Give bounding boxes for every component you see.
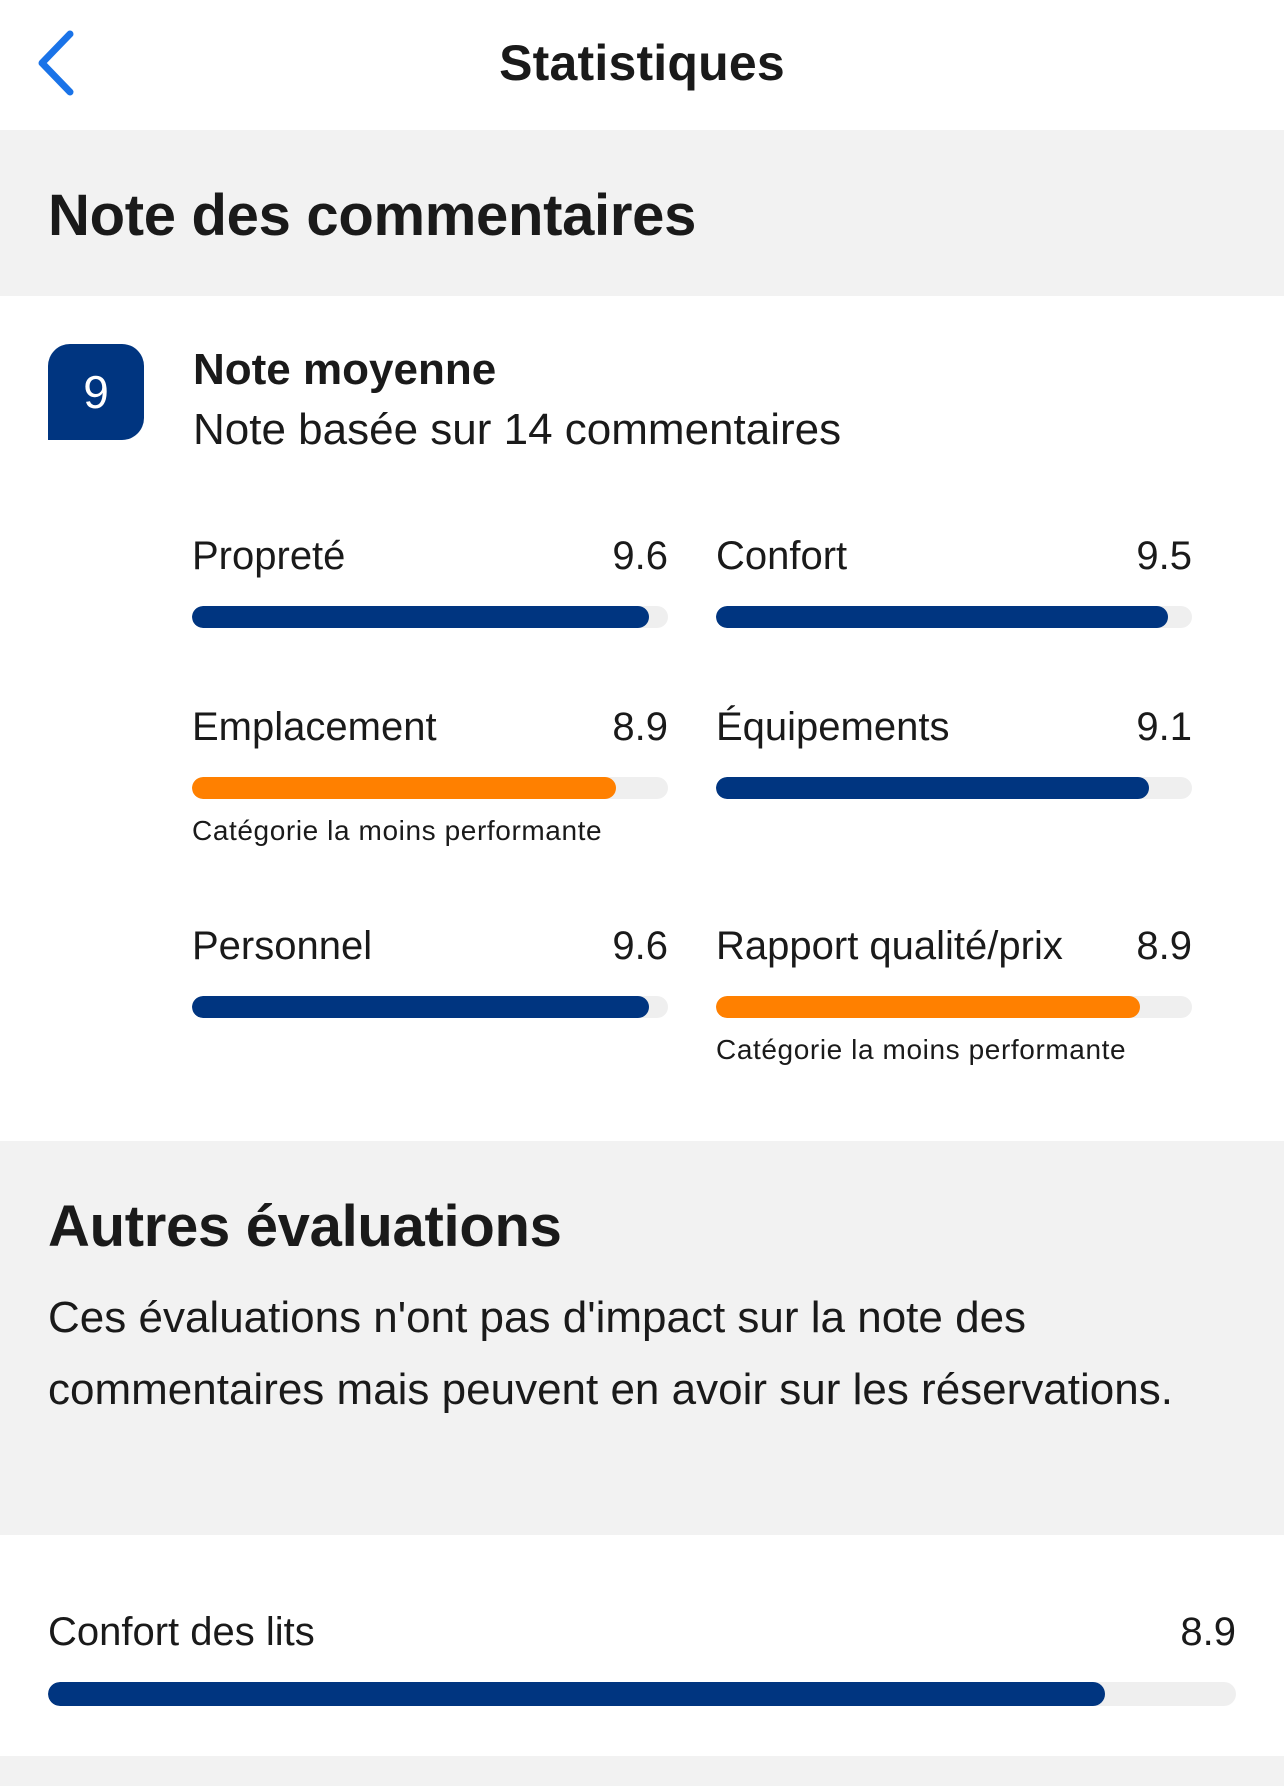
- category-score: 8.9: [612, 705, 668, 749]
- score-bar: [716, 777, 1192, 799]
- other-section-header: Autres évaluations: [0, 1141, 1284, 1535]
- score-bar-fill: [192, 606, 649, 628]
- category-confort: Confort 9.5: [716, 534, 1192, 654]
- category-personnel: Personnel 9.6: [192, 924, 668, 1044]
- category-label: Rapport qualité/prix: [716, 924, 1063, 968]
- score-bar: [48, 1682, 1236, 1706]
- category-score: 9.1: [1136, 705, 1192, 749]
- category-rapport-qualite-prix: Rapport qualité/prix 8.9 Catégorie la mo…: [716, 924, 1192, 1065]
- category-equipements: Équipements 9.1: [716, 705, 1192, 825]
- score-bar-fill: [716, 777, 1150, 799]
- review-section-header: Note des commentaires: [0, 130, 1284, 296]
- score-bar-fill: [716, 606, 1169, 628]
- score-bar: [192, 606, 668, 628]
- score-bar: [716, 996, 1192, 1018]
- category-proprete: Propreté 9.6: [192, 534, 668, 654]
- score-bar-fill: [192, 777, 616, 799]
- back-button[interactable]: [30, 26, 90, 100]
- average-title: Note moyenne: [193, 345, 497, 394]
- chevron-left-icon: [38, 30, 74, 96]
- rating-label: Confort des lits: [48, 1610, 315, 1654]
- category-score: 9.6: [612, 924, 668, 968]
- average-subtitle: Note basée sur 14 commentaires: [193, 405, 842, 454]
- review-section-title: Note des commentaires: [48, 183, 697, 248]
- rating-confort-des-lits: Confort des lits 8.9: [48, 1610, 1236, 1720]
- navigation-bar: Statistiques: [0, 0, 1284, 130]
- lowest-category-note: Catégorie la moins performante: [716, 1034, 1127, 1065]
- category-label: Emplacement: [192, 705, 437, 749]
- bottom-section-edge: [0, 1756, 1284, 1786]
- rating-score: 8.9: [1180, 1610, 1236, 1654]
- category-score: 9.6: [612, 534, 668, 578]
- page-title: Statistiques: [499, 35, 785, 91]
- category-label: Confort: [716, 534, 848, 578]
- other-section-title: Autres évaluations: [48, 1194, 562, 1259]
- score-bar: [192, 777, 668, 799]
- score-bar: [192, 996, 668, 1018]
- category-label: Propreté: [192, 534, 346, 578]
- score-bar-fill: [716, 996, 1140, 1018]
- score-bar-fill: [192, 996, 649, 1018]
- category-emplacement: Emplacement 8.9 Catégorie la moins perfo…: [192, 705, 668, 846]
- other-section-description: Ces évaluations n'ont pas d'impact sur l…: [48, 1293, 1173, 1414]
- score-bar: [716, 606, 1192, 628]
- category-label: Personnel: [192, 924, 373, 968]
- category-score: 8.9: [1136, 924, 1192, 968]
- category-score: 9.5: [1136, 534, 1192, 578]
- score-bar-fill: [48, 1682, 1106, 1706]
- category-label: Équipements: [716, 705, 950, 749]
- average-score-badge: 9: [48, 344, 144, 440]
- lowest-category-note: Catégorie la moins performante: [192, 815, 603, 846]
